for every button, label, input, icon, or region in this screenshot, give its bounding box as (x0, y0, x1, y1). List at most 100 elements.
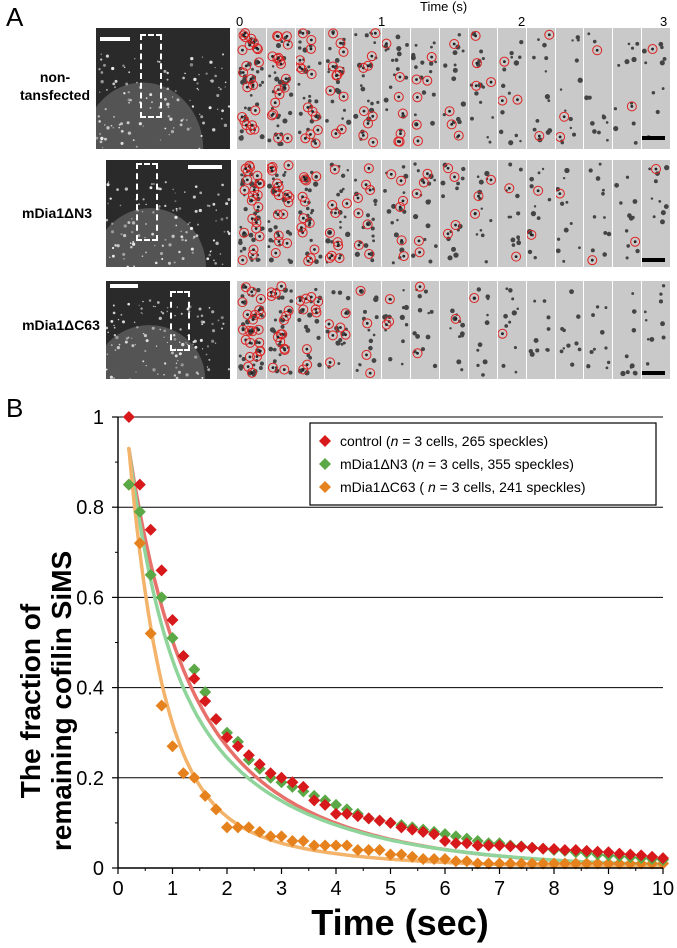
tracked-speckle-circle (272, 53, 283, 64)
fluorescent-speckle (209, 250, 212, 253)
fluorescent-speckle (205, 72, 208, 75)
data-point (439, 828, 451, 841)
tracked-speckle (241, 71, 245, 74)
speckle (415, 333, 420, 339)
tracked-speckle (244, 167, 248, 171)
speckle (519, 139, 522, 143)
fluorescent-speckle (172, 334, 176, 337)
data-point (155, 564, 168, 577)
speckle (603, 216, 606, 219)
fluorescent-speckle (198, 307, 202, 311)
fluorescent-speckle (138, 122, 142, 126)
fluorescent-speckle (121, 320, 125, 324)
data-point (297, 780, 310, 793)
tracked-speckle-circle (470, 30, 481, 41)
speckle (288, 92, 294, 97)
tracked-speckle-circle (364, 248, 375, 259)
tracked-speckle (286, 43, 290, 47)
tracked-speckle-circle (559, 111, 570, 122)
speckle (346, 119, 352, 125)
speckle (532, 127, 537, 132)
fluorescent-speckle (106, 183, 110, 187)
speckle (627, 213, 632, 219)
speckle (559, 88, 563, 91)
data-point (471, 857, 484, 870)
fluorescent-speckle (201, 56, 204, 58)
speckle (475, 233, 479, 236)
fluorescent-speckle (206, 345, 210, 348)
fluorescent-speckle (199, 338, 203, 342)
speckle (564, 167, 570, 174)
tracked-speckle-circle (242, 309, 253, 320)
speckle (507, 91, 511, 95)
tracked-speckle (401, 112, 405, 115)
speckle (663, 204, 669, 210)
tracked-speckle (311, 110, 314, 113)
tracked-speckle-circle (332, 70, 343, 81)
fluorescent-speckle (138, 203, 140, 206)
tracked-speckle-circle (246, 195, 257, 206)
fluorescent-speckle (111, 246, 115, 250)
fluorescent-speckle (114, 349, 117, 351)
fluorescent-speckle (196, 87, 199, 90)
tracked-speckle (328, 231, 332, 235)
speckle (605, 366, 609, 370)
tracked-speckle-circle (309, 244, 320, 255)
tracked-speckle-circle (312, 125, 323, 136)
fluorescent-speckle (185, 231, 188, 234)
tracked-speckle (286, 193, 289, 197)
tracked-speckle-circle (325, 357, 336, 368)
fluorescent-speckle (181, 257, 185, 261)
frame-divider (496, 281, 498, 379)
speckle (484, 260, 488, 264)
tracked-speckle (336, 244, 340, 247)
speckle (430, 45, 433, 49)
data-point (231, 821, 244, 834)
data-point (166, 631, 179, 644)
tracked-speckle (274, 251, 278, 255)
data-point (330, 798, 342, 811)
speckle (342, 108, 346, 112)
speckle (412, 331, 417, 336)
speckle (243, 106, 247, 110)
data-point (417, 825, 430, 838)
tracked-speckle-circle (237, 111, 248, 122)
fluorescent-speckle (200, 320, 204, 324)
tracked-speckle (250, 290, 254, 294)
speckle (443, 63, 448, 68)
tracked-speckle-circle (422, 75, 433, 86)
fluorescent-speckle (208, 204, 211, 207)
speckle (575, 35, 580, 40)
speckle (537, 171, 541, 175)
tracked-speckle-circle (273, 133, 284, 144)
fluorescent-speckle (104, 124, 106, 126)
fluorescent-speckle (110, 344, 113, 347)
speckle (272, 329, 277, 334)
speckle (508, 320, 512, 324)
tracked-speckle-circle (471, 80, 482, 91)
speckle (255, 102, 260, 107)
frame-divider (439, 160, 441, 267)
speckle (327, 70, 330, 74)
fluorescent-speckle (186, 127, 190, 131)
speckle (267, 245, 271, 249)
tracked-speckle-circle (338, 91, 349, 102)
speckle (383, 189, 387, 193)
speckle (641, 48, 647, 54)
speckle (479, 228, 483, 232)
tracked-speckle (255, 46, 259, 50)
tracked-speckle-circle (272, 209, 283, 220)
fluorescent-speckle (209, 79, 212, 82)
tracked-speckle (241, 48, 244, 52)
data-point (122, 411, 135, 423)
data-point (144, 627, 157, 640)
frame-divider (583, 160, 585, 267)
tracked-speckle (446, 232, 450, 236)
tracked-speckle (558, 192, 562, 195)
tracked-speckle-circle (411, 74, 422, 85)
speckle (428, 259, 433, 264)
fluorescent-speckle (126, 265, 129, 267)
speckle (425, 334, 431, 340)
tracked-speckle-circle (587, 255, 598, 266)
tracked-speckle (248, 43, 252, 47)
